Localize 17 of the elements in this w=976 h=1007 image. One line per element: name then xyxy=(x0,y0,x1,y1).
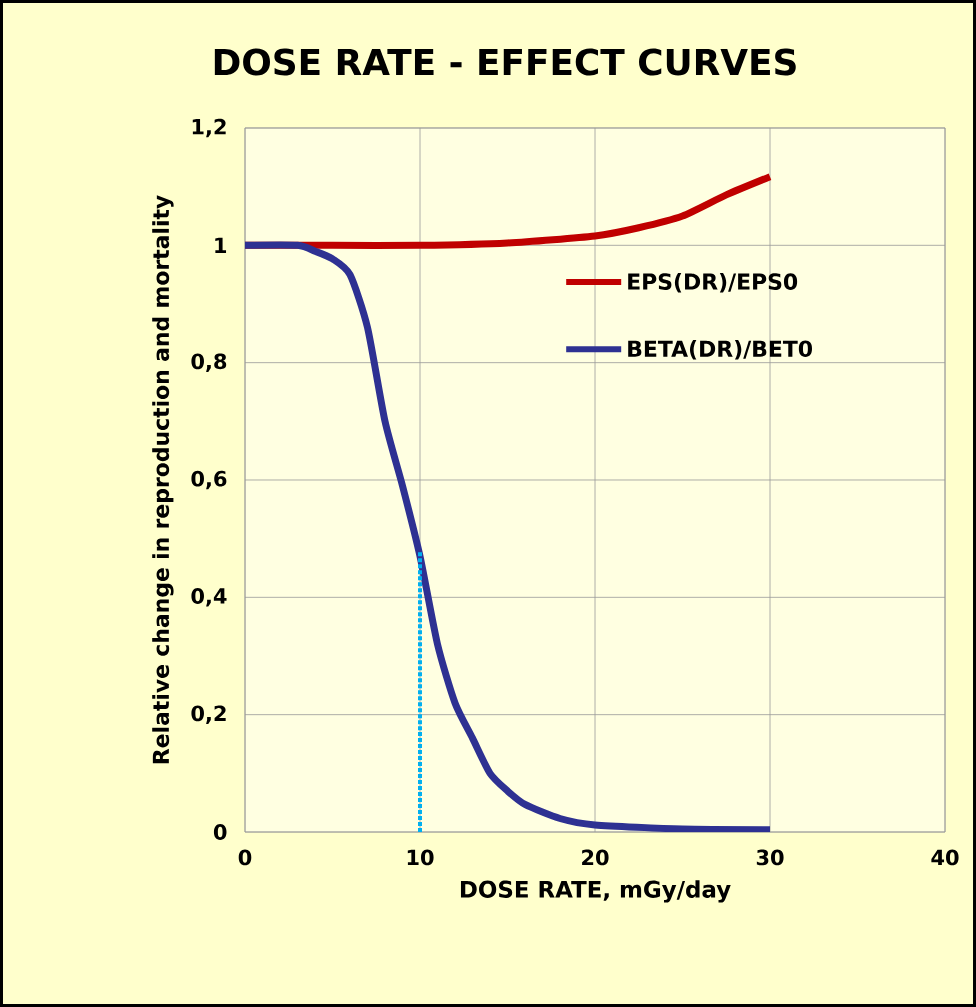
x-tick-label: 40 xyxy=(931,849,959,866)
x-tick-label: 20 xyxy=(582,849,609,866)
x-tick-label: 30 xyxy=(756,849,784,866)
x-tick-label: 0 xyxy=(238,849,252,866)
y-tick-label: 0,2 xyxy=(191,705,226,724)
y-tick-label: 1 xyxy=(215,237,227,253)
chart-title: DOSE RATE - EFFECT CURVES xyxy=(214,48,796,76)
x-axis-title: DOSE RATE, mGy/day xyxy=(460,880,731,903)
x-tick-label: 10 xyxy=(407,849,434,866)
legend-label: BETA(DR)/BET0 xyxy=(628,340,812,360)
y-tick-label: 0,8 xyxy=(191,353,227,372)
y-tick-label: 0 xyxy=(213,824,227,840)
legend-label: EPS(DR)/EPS0 xyxy=(628,272,798,293)
y-tick-label: 0,6 xyxy=(191,470,227,490)
y-axis-title: Relative change in reproduction and mortality xyxy=(152,195,174,764)
y-tick-label: 0,4 xyxy=(191,588,227,607)
y-tick-label: 1,2 xyxy=(192,118,226,138)
